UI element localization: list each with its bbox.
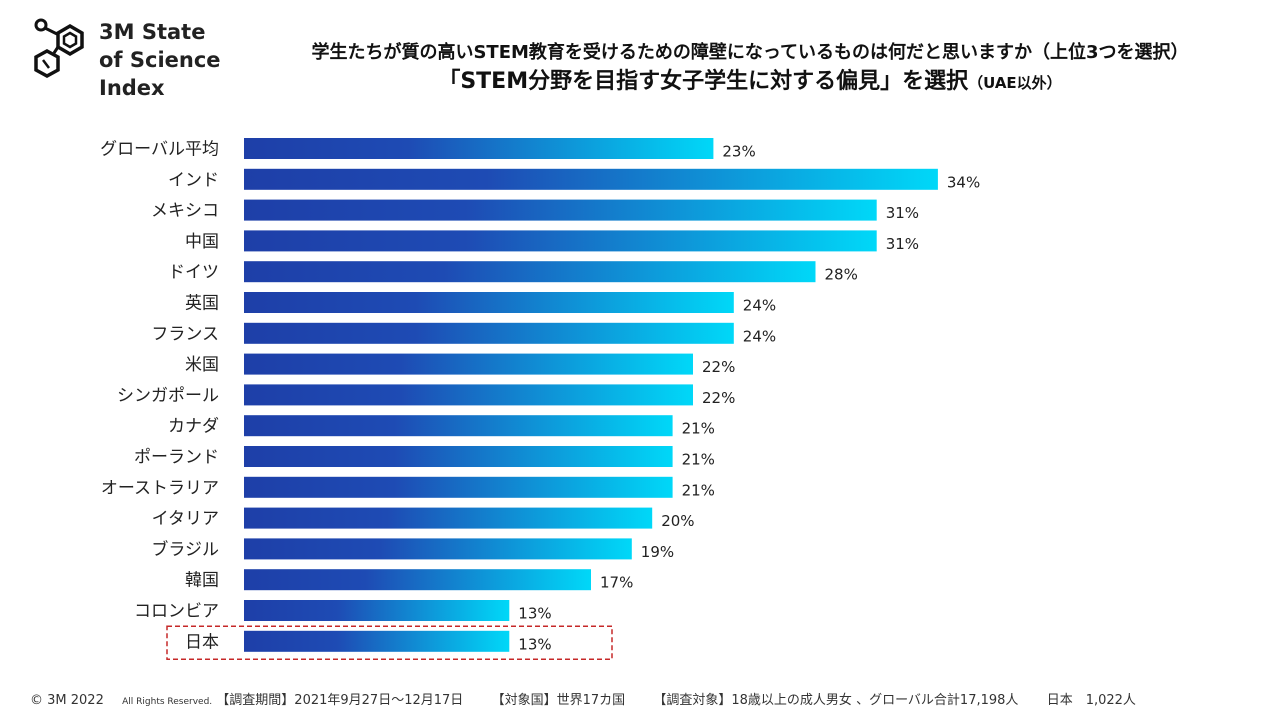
bar-15 xyxy=(244,600,510,621)
bar-3 xyxy=(244,230,877,252)
bar-4 xyxy=(244,261,816,283)
value-label-13: 19% xyxy=(641,543,674,561)
bar-1 xyxy=(244,168,938,190)
bar-5 xyxy=(244,292,734,313)
bars-layer: グローバル平均 23% インド 34% メキシコ 31% 中国 31% ドイツ 28% 英国 24% フ… xyxy=(100,138,980,661)
copyright-text: © 3M 2022 xyxy=(30,693,104,708)
bar-6 xyxy=(244,322,734,344)
chart-subtitle-main: 「STEM分野を目指す女子学生に対する偏見」を選択 xyxy=(438,69,969,94)
footer: © 3M 2022 All Rights Reserved. 【調査期間】202… xyxy=(30,689,1270,708)
category-label-7: 米国 xyxy=(185,355,219,375)
chart-title: 学生たちが質の高いSTEM教育を受けるための障壁になっているものは何だと思います… xyxy=(311,42,1189,63)
category-label-2: メキシコ xyxy=(151,201,219,221)
highlight-box xyxy=(166,625,613,661)
category-label-8: シンガポール xyxy=(117,386,219,406)
category-label-5: 英国 xyxy=(185,294,219,314)
value-label-0: 23% xyxy=(722,143,755,161)
bar-8 xyxy=(244,384,693,406)
bar-11 xyxy=(244,476,673,498)
survey-period: 【調査期間】2021年9月27日～12月17日 xyxy=(216,693,464,708)
value-label-14: 17% xyxy=(600,574,633,592)
category-label-3: 中国 xyxy=(185,232,219,252)
survey-japan-count: 日本 1,022人 xyxy=(1046,693,1136,708)
category-label-14: 韓国 xyxy=(185,571,219,591)
category-label-13: ブラジル xyxy=(151,539,219,560)
value-label-15: 13% xyxy=(518,605,551,623)
logo-wordmark: 3M State of Science Index xyxy=(99,18,221,102)
logo-line-3: Index xyxy=(99,76,165,100)
chart-subtitle: 「STEM分野を目指す女子学生に対する偏見」を選択（UAE以外） xyxy=(230,66,1270,99)
bar-14 xyxy=(244,569,591,591)
value-label-16: 13% xyxy=(518,635,551,653)
logo-line-2: of Science xyxy=(99,48,221,72)
bar-12 xyxy=(244,507,653,529)
value-label-1: 34% xyxy=(947,173,980,191)
value-label-11: 21% xyxy=(682,481,715,499)
category-label-1: インド xyxy=(168,170,219,190)
category-label-0: グローバル平均 xyxy=(100,140,219,160)
bar-13 xyxy=(244,538,632,560)
category-label-15: コロンビア xyxy=(134,602,219,622)
value-label-10: 21% xyxy=(682,451,715,469)
survey-target: 【調査対象】18歳以上の成人男女 、グローバル合計17,198人 xyxy=(653,693,1019,708)
bar-chart: グローバル平均 23% インド 34% メキシコ 31% 中国 31% ドイツ 28% 英国 24% フ… xyxy=(100,138,980,661)
value-label-9: 21% xyxy=(682,420,715,438)
value-label-2: 31% xyxy=(886,204,919,222)
bar-7 xyxy=(244,353,693,375)
bar-9 xyxy=(244,415,673,437)
value-label-3: 31% xyxy=(886,235,919,253)
molecule-icon xyxy=(34,18,84,78)
rights-text: All Rights Reserved. xyxy=(122,697,213,707)
category-label-10: ポーランド xyxy=(134,448,219,468)
value-label-4: 28% xyxy=(825,266,858,284)
bar-10 xyxy=(244,446,673,467)
category-label-12: イタリア xyxy=(152,509,219,529)
title-block: 学生たちが質の高いSTEM教育を受けるための障壁になっているものは何だと思います… xyxy=(230,40,1270,99)
logo-line-1: 3M State xyxy=(99,20,206,44)
value-label-8: 22% xyxy=(702,389,735,407)
value-label-12: 20% xyxy=(661,512,694,530)
category-label-11: オーストラリア xyxy=(101,478,219,498)
survey-countries: 【対象国】世界17カ国 xyxy=(491,693,626,708)
category-label-6: フランス xyxy=(151,324,219,344)
category-label-16: 日本 xyxy=(185,632,219,652)
chart-subtitle-note: （UAE以外） xyxy=(968,74,1062,92)
value-label-7: 22% xyxy=(702,358,735,376)
bar-0 xyxy=(244,138,714,159)
category-label-4: ドイツ xyxy=(168,263,219,283)
brand-logo: 3M State of Science Index xyxy=(34,18,224,104)
value-label-5: 24% xyxy=(743,297,776,315)
value-label-6: 24% xyxy=(743,327,776,345)
bar-16 xyxy=(244,630,510,652)
category-label-9: カナダ xyxy=(168,417,219,437)
bar-2 xyxy=(244,199,877,221)
